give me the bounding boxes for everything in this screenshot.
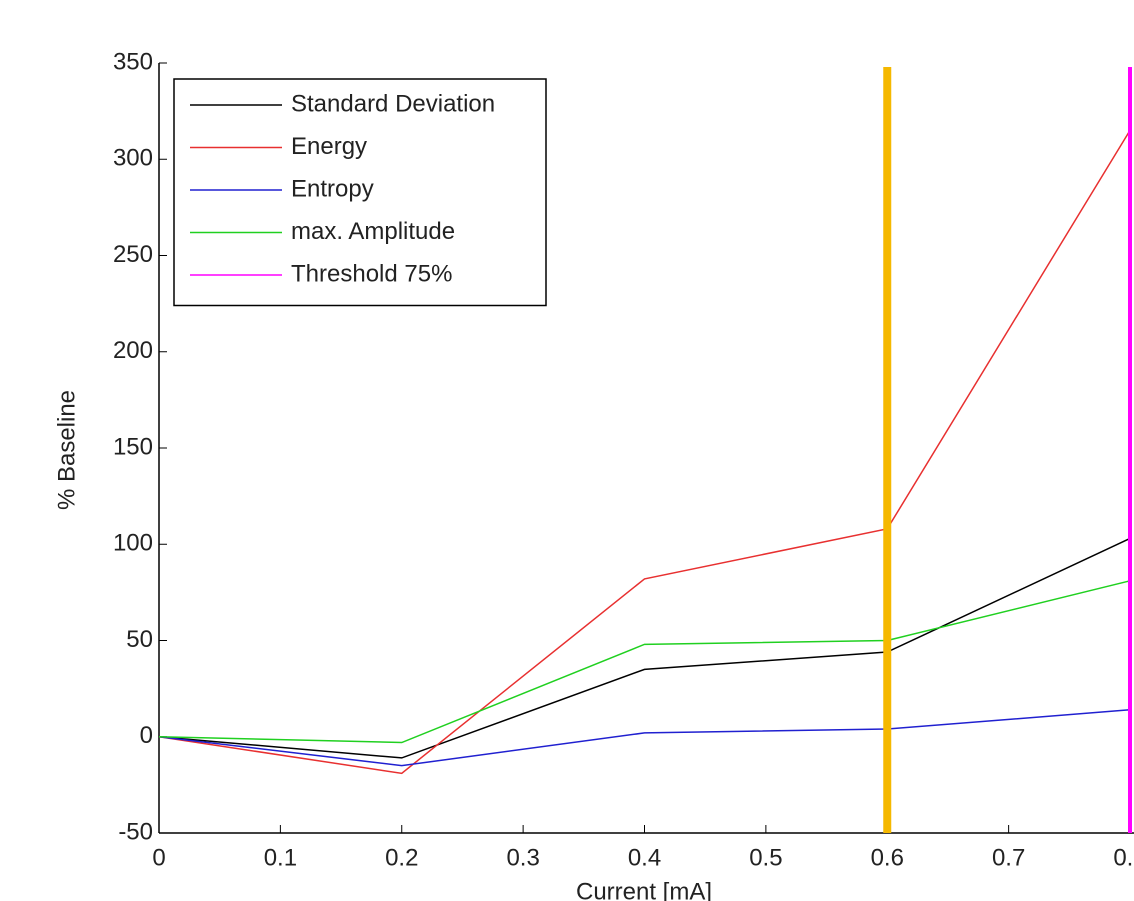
y-tick-label: 50 bbox=[126, 626, 153, 653]
y-tick-label: 200 bbox=[113, 337, 153, 364]
series-line bbox=[158, 537, 1131, 759]
legend-label: Standard Deviation bbox=[291, 90, 495, 117]
y-tick-label: 300 bbox=[113, 145, 153, 172]
series-line bbox=[158, 129, 1131, 775]
y-tick-label: 250 bbox=[113, 241, 153, 268]
legend-box bbox=[173, 78, 547, 307]
x-tick-label: 0.2 bbox=[385, 844, 418, 871]
y-axis-label: % Baseline bbox=[53, 390, 80, 510]
series-line bbox=[158, 580, 1131, 744]
legend-label: max. Amplitude bbox=[291, 218, 455, 245]
series-line bbox=[158, 709, 1131, 767]
x-tick-label: 0.8 bbox=[1113, 844, 1134, 871]
legend-label: Entropy bbox=[291, 175, 374, 202]
y-tick-label: 0 bbox=[140, 722, 153, 749]
legend-label: Energy bbox=[291, 133, 367, 160]
x-tick-label: 0 bbox=[152, 844, 165, 871]
y-tick-label: -50 bbox=[118, 818, 153, 845]
x-tick-label: 0.5 bbox=[749, 844, 782, 871]
x-tick-label: 0.1 bbox=[264, 844, 297, 871]
x-tick-label: 0.4 bbox=[628, 844, 661, 871]
x-tick-label: 0.6 bbox=[871, 844, 904, 871]
y-tick-label: 350 bbox=[113, 48, 153, 75]
y-tick-label: 100 bbox=[113, 530, 153, 557]
x-axis-label: Current [mA] bbox=[576, 878, 712, 901]
x-tick-label: 0.7 bbox=[992, 844, 1025, 871]
legend-label: Threshold 75% bbox=[291, 260, 452, 287]
y-tick-label: 150 bbox=[113, 433, 153, 460]
x-tick-label: 0.3 bbox=[506, 844, 539, 871]
